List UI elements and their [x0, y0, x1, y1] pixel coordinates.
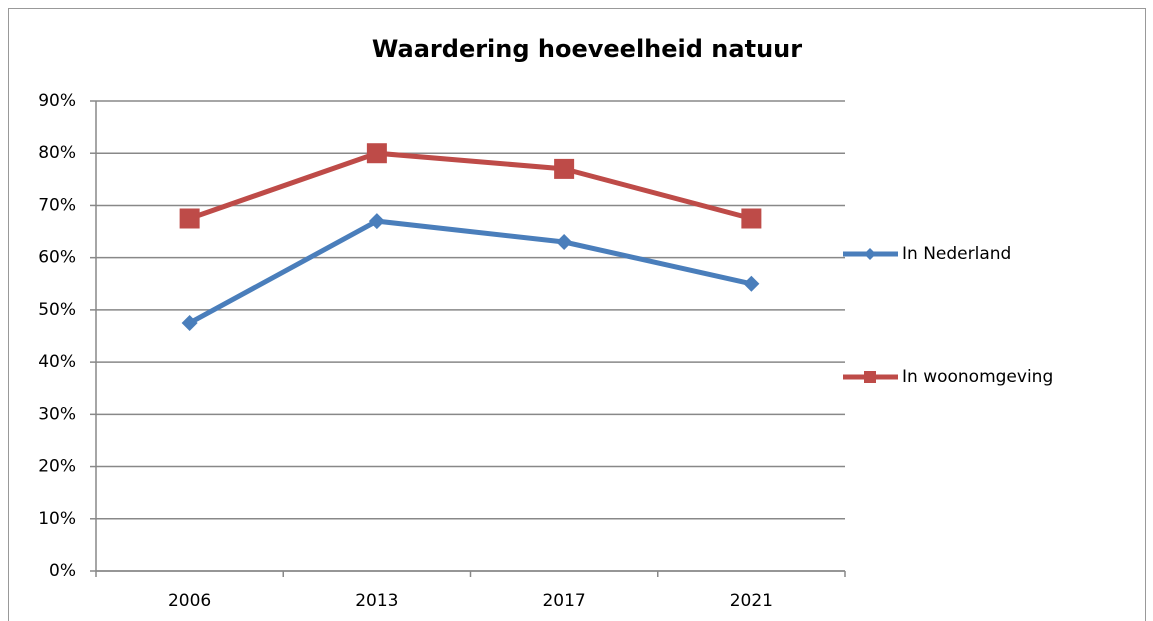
- y-tick-label: 30%: [38, 404, 76, 424]
- x-tick-label: 2013: [355, 591, 398, 611]
- legend-label: In Nederland: [902, 244, 1011, 264]
- data-point: [368, 213, 385, 230]
- legend-marker: [864, 248, 876, 260]
- chart-title: Waardering hoeveelheid natuur: [372, 35, 802, 63]
- data-point: [179, 208, 200, 229]
- series-line: [188, 218, 752, 326]
- x-tick-label: 2021: [730, 591, 773, 611]
- data-point: [181, 314, 198, 331]
- data-point: [554, 158, 575, 179]
- legend-label: In woonomgeving: [902, 367, 1053, 387]
- data-point: [366, 143, 387, 164]
- y-tick-label: 10%: [38, 509, 76, 529]
- data-point: [556, 234, 573, 250]
- data-point: [741, 208, 762, 229]
- y-tick-label: 90%: [38, 91, 76, 111]
- y-tick-label: 80%: [38, 143, 76, 163]
- series-line: [188, 150, 753, 221]
- y-tick-label: 50%: [38, 300, 76, 320]
- x-tick-label: 2006: [168, 591, 211, 611]
- y-tick-label: 0%: [49, 561, 76, 581]
- y-tick-label: 60%: [38, 248, 76, 268]
- data-point: [743, 275, 760, 292]
- x-tick-label: 2017: [542, 591, 585, 611]
- y-tick-label: 40%: [38, 352, 76, 372]
- legend-marker: [864, 371, 876, 383]
- y-tick-label: 20%: [38, 457, 76, 477]
- y-tick-label: 70%: [38, 195, 76, 215]
